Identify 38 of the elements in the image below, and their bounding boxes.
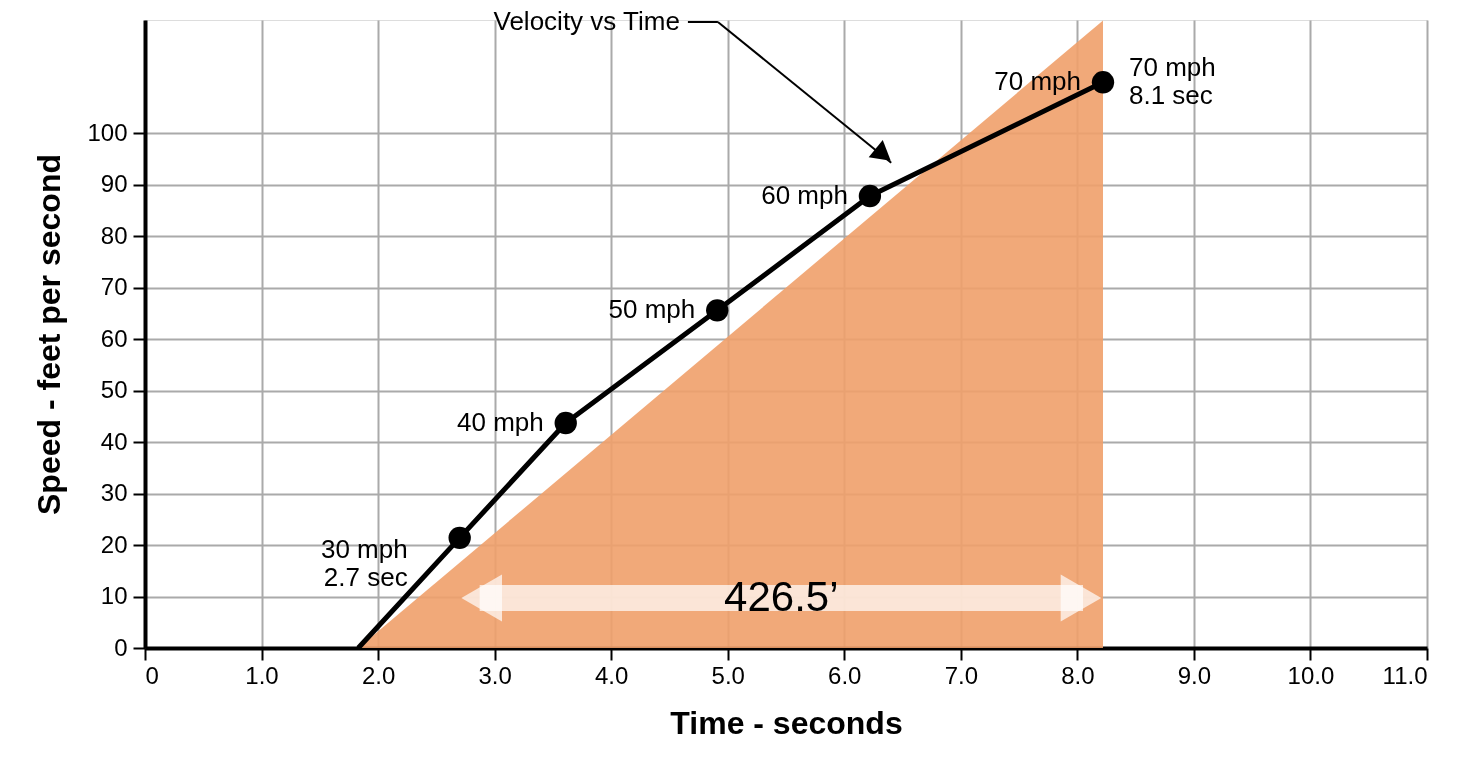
- x-tick-label: 11.0: [1382, 661, 1428, 689]
- annotation: 70 mph 8.1 sec: [1129, 52, 1216, 111]
- point: [858, 184, 882, 208]
- x-tick-label: 3.0: [478, 661, 512, 689]
- y-tick-label: 80: [100, 221, 128, 249]
- x-tick-label: 10.0: [1287, 661, 1335, 689]
- annotation: 426.5’: [724, 573, 839, 620]
- point: [554, 411, 577, 435]
- y-tick-label: 90: [100, 170, 128, 198]
- y-tick-label: 0: [114, 633, 128, 661]
- x-tick-label: 4.0: [594, 661, 629, 689]
- annotation: 50 mph: [608, 294, 696, 325]
- x-tick-label: 0: [145, 661, 159, 689]
- annotation: 70 mph: [994, 66, 1081, 97]
- x-tick-label: 6.0: [828, 661, 862, 689]
- y-tick-label: 60: [100, 324, 128, 352]
- x-axis-title: Time - seconds: [670, 704, 903, 741]
- x-tick-label: 2.0: [361, 661, 396, 689]
- x-tick-label: 1.0: [245, 661, 279, 689]
- y-tick-label: 20: [100, 530, 128, 558]
- annotation: 60 mph: [761, 180, 848, 211]
- y-tick-label: 10: [100, 582, 128, 610]
- y-tick-label: 100: [87, 118, 128, 146]
- x-tick-label: 5.0: [711, 661, 745, 689]
- x-tick-label: 7.0: [944, 661, 979, 689]
- point: [448, 526, 471, 549]
- point: [706, 299, 729, 322]
- annotation: 30 mph 2.7 sec: [320, 533, 408, 592]
- x-tick-label: 8.0: [1061, 661, 1095, 689]
- y-tick-label: 50: [100, 376, 128, 404]
- y-tick-label: 40: [100, 427, 128, 455]
- annotation: 40 mph: [456, 407, 544, 438]
- annotation: Velocity vs Time: [493, 6, 680, 36]
- y-tick-label: 30: [100, 479, 128, 507]
- y-axis-title: Speed - feet per second: [31, 154, 68, 515]
- x-tick-label: 9.0: [1177, 661, 1212, 689]
- y-tick-label: 70: [100, 273, 128, 301]
- point: [1091, 71, 1115, 94]
